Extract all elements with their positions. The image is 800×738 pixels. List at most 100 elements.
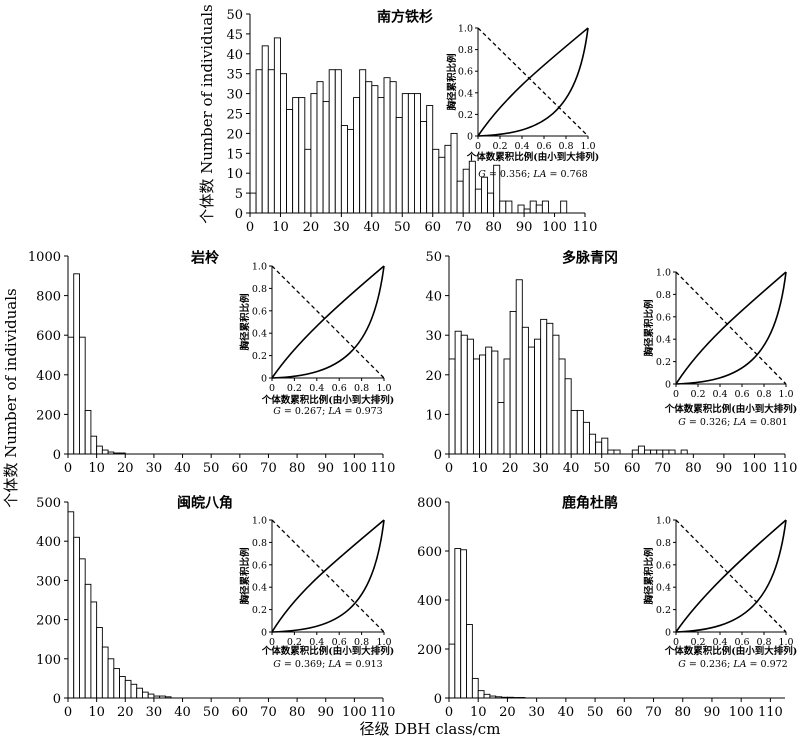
histogram-bar (517, 204, 525, 214)
histogram-bar (497, 402, 505, 455)
histogram-bar (407, 93, 415, 214)
inset-x-tick-label: 0.6 (734, 389, 749, 400)
y-tick-label: 30 (425, 329, 442, 344)
x-tick-label: 70 (655, 461, 672, 476)
histogram-bar (505, 200, 513, 214)
la-value: 0.768 (561, 169, 588, 180)
g-value: 0.356 (500, 169, 527, 180)
inset-y-tick-label: 0.4 (252, 329, 267, 340)
histogram-bar (564, 378, 572, 455)
x-tick-label: 100 (742, 461, 767, 476)
inset-y-tick-label: 0.4 (656, 583, 671, 594)
histogram-bar (389, 81, 397, 214)
x-tick-label: 30 (528, 705, 545, 720)
histogram-bar (359, 69, 367, 214)
y-tick-label: 25 (226, 108, 243, 123)
histogram-bar (292, 97, 300, 214)
histogram-bar (448, 643, 456, 699)
histogram-bar (310, 93, 318, 214)
x-tick-label: 110 (371, 461, 396, 476)
inset-stats: G = 0.326; LA = 0.801 (678, 417, 787, 428)
inset-stats: G = 0.356; LA = 0.768 (478, 169, 587, 180)
x-tick-label: 60 (616, 705, 633, 720)
histogram-bar (432, 148, 440, 214)
histogram-bar (322, 101, 330, 214)
x-tick-label: 20 (303, 220, 320, 235)
histogram-bar (377, 97, 385, 214)
histogram-bar (124, 679, 132, 699)
histogram-bar (353, 97, 361, 214)
y-tick-label: 10 (226, 167, 243, 182)
histogram-bar (477, 690, 485, 699)
histogram-bar (474, 188, 482, 214)
histogram-bar (414, 93, 421, 214)
inset-x-axis-label: 个体数累积比例(由小到大排列) (261, 394, 395, 406)
histogram-bar (601, 437, 609, 455)
histogram-bar (521, 326, 529, 455)
inset-symmetry-line (477, 27, 589, 137)
equals-sign: = (547, 169, 561, 180)
panel-title: 鹿角杜鹃 (561, 495, 618, 512)
histogram-bar (468, 160, 476, 214)
histogram-bar (560, 200, 568, 214)
histogram-bar (73, 273, 80, 455)
histogram-bar (462, 168, 470, 214)
y-tick-label: 800 (36, 290, 61, 305)
inset-y-tick-label: 0.6 (252, 306, 267, 317)
x-tick-label: 90 (516, 220, 533, 235)
inset-stats: G = 0.369; LA = 0.913 (273, 659, 382, 670)
inset-x-axis-label: 个体数累积比例(由小到大排列) (261, 645, 395, 657)
histogram-bar (466, 624, 473, 699)
y-tick-label: 0 (53, 448, 61, 463)
y-tick-label: 300 (36, 574, 61, 589)
g-label: G (678, 417, 686, 428)
histogram-bar (426, 105, 434, 214)
histogram-bar (79, 558, 86, 699)
inset-lorenz-curve (675, 519, 787, 633)
histogram-bar (255, 69, 263, 214)
histogram-bar (481, 176, 488, 214)
x-tick-label: 10 (272, 220, 289, 235)
histogram-bar (589, 433, 597, 455)
inset-y-tick-label: 0 (665, 380, 671, 391)
y-tick-label: 45 (226, 28, 243, 43)
panel-3: 多脉青冈 0 10 20 30 40 50 0 10 20 30 40 50 60 70 80 90 100 110… (425, 250, 797, 476)
inset-y-tick-label: 1.0 (252, 262, 267, 273)
inset-x-tick-label: 0.6 (536, 141, 551, 152)
x-tick-label: 70 (645, 705, 662, 720)
equals-sign: = (281, 659, 295, 670)
histogram-bar (466, 338, 474, 455)
separator: ; (322, 406, 328, 417)
x-tick-label: 80 (674, 705, 691, 720)
lorenz-inset: 000.20.20.40.40.60.60.80.81.01.0个体数累积比例(… (239, 516, 394, 671)
inset-x-tick-label: 1.0 (580, 141, 595, 152)
g-label: G (273, 659, 281, 670)
histogram-bar (552, 334, 560, 455)
y-tick-label: 40 (425, 290, 442, 305)
inset-x-tick-label: 0.4 (309, 383, 324, 394)
histogram-bar (119, 675, 126, 699)
x-tick-label: 50 (203, 705, 220, 720)
histogram-bar (454, 330, 462, 455)
histogram-bar (656, 449, 664, 455)
histogram-bar (527, 346, 535, 455)
inset-x-tick-label: 1.0 (778, 637, 793, 648)
x-tick-label: 50 (203, 461, 220, 476)
inset-symmetry-line (675, 271, 787, 385)
x-tick-label: 110 (573, 220, 598, 235)
y-tick-label: 20 (425, 369, 442, 384)
x-tick-label: 0 (64, 705, 72, 720)
inset-x-tick-label: 0.4 (712, 389, 727, 400)
y-tick-label: 50 (226, 8, 243, 23)
inset-x-axis-label: 个体数累积比例(由小到大排列) (664, 645, 798, 657)
histogram-bar (534, 338, 542, 455)
x-tick-label: 20 (502, 461, 519, 476)
histogram-bar (444, 144, 452, 214)
histogram-bar (487, 192, 495, 214)
inset-y-tick-label: 0.8 (252, 538, 267, 549)
inset-line-of-equality (675, 519, 787, 633)
inset-y-tick-label: 0.8 (252, 284, 267, 295)
inset-y-tick-label: 1.0 (458, 24, 473, 35)
histogram-bar (460, 334, 468, 455)
